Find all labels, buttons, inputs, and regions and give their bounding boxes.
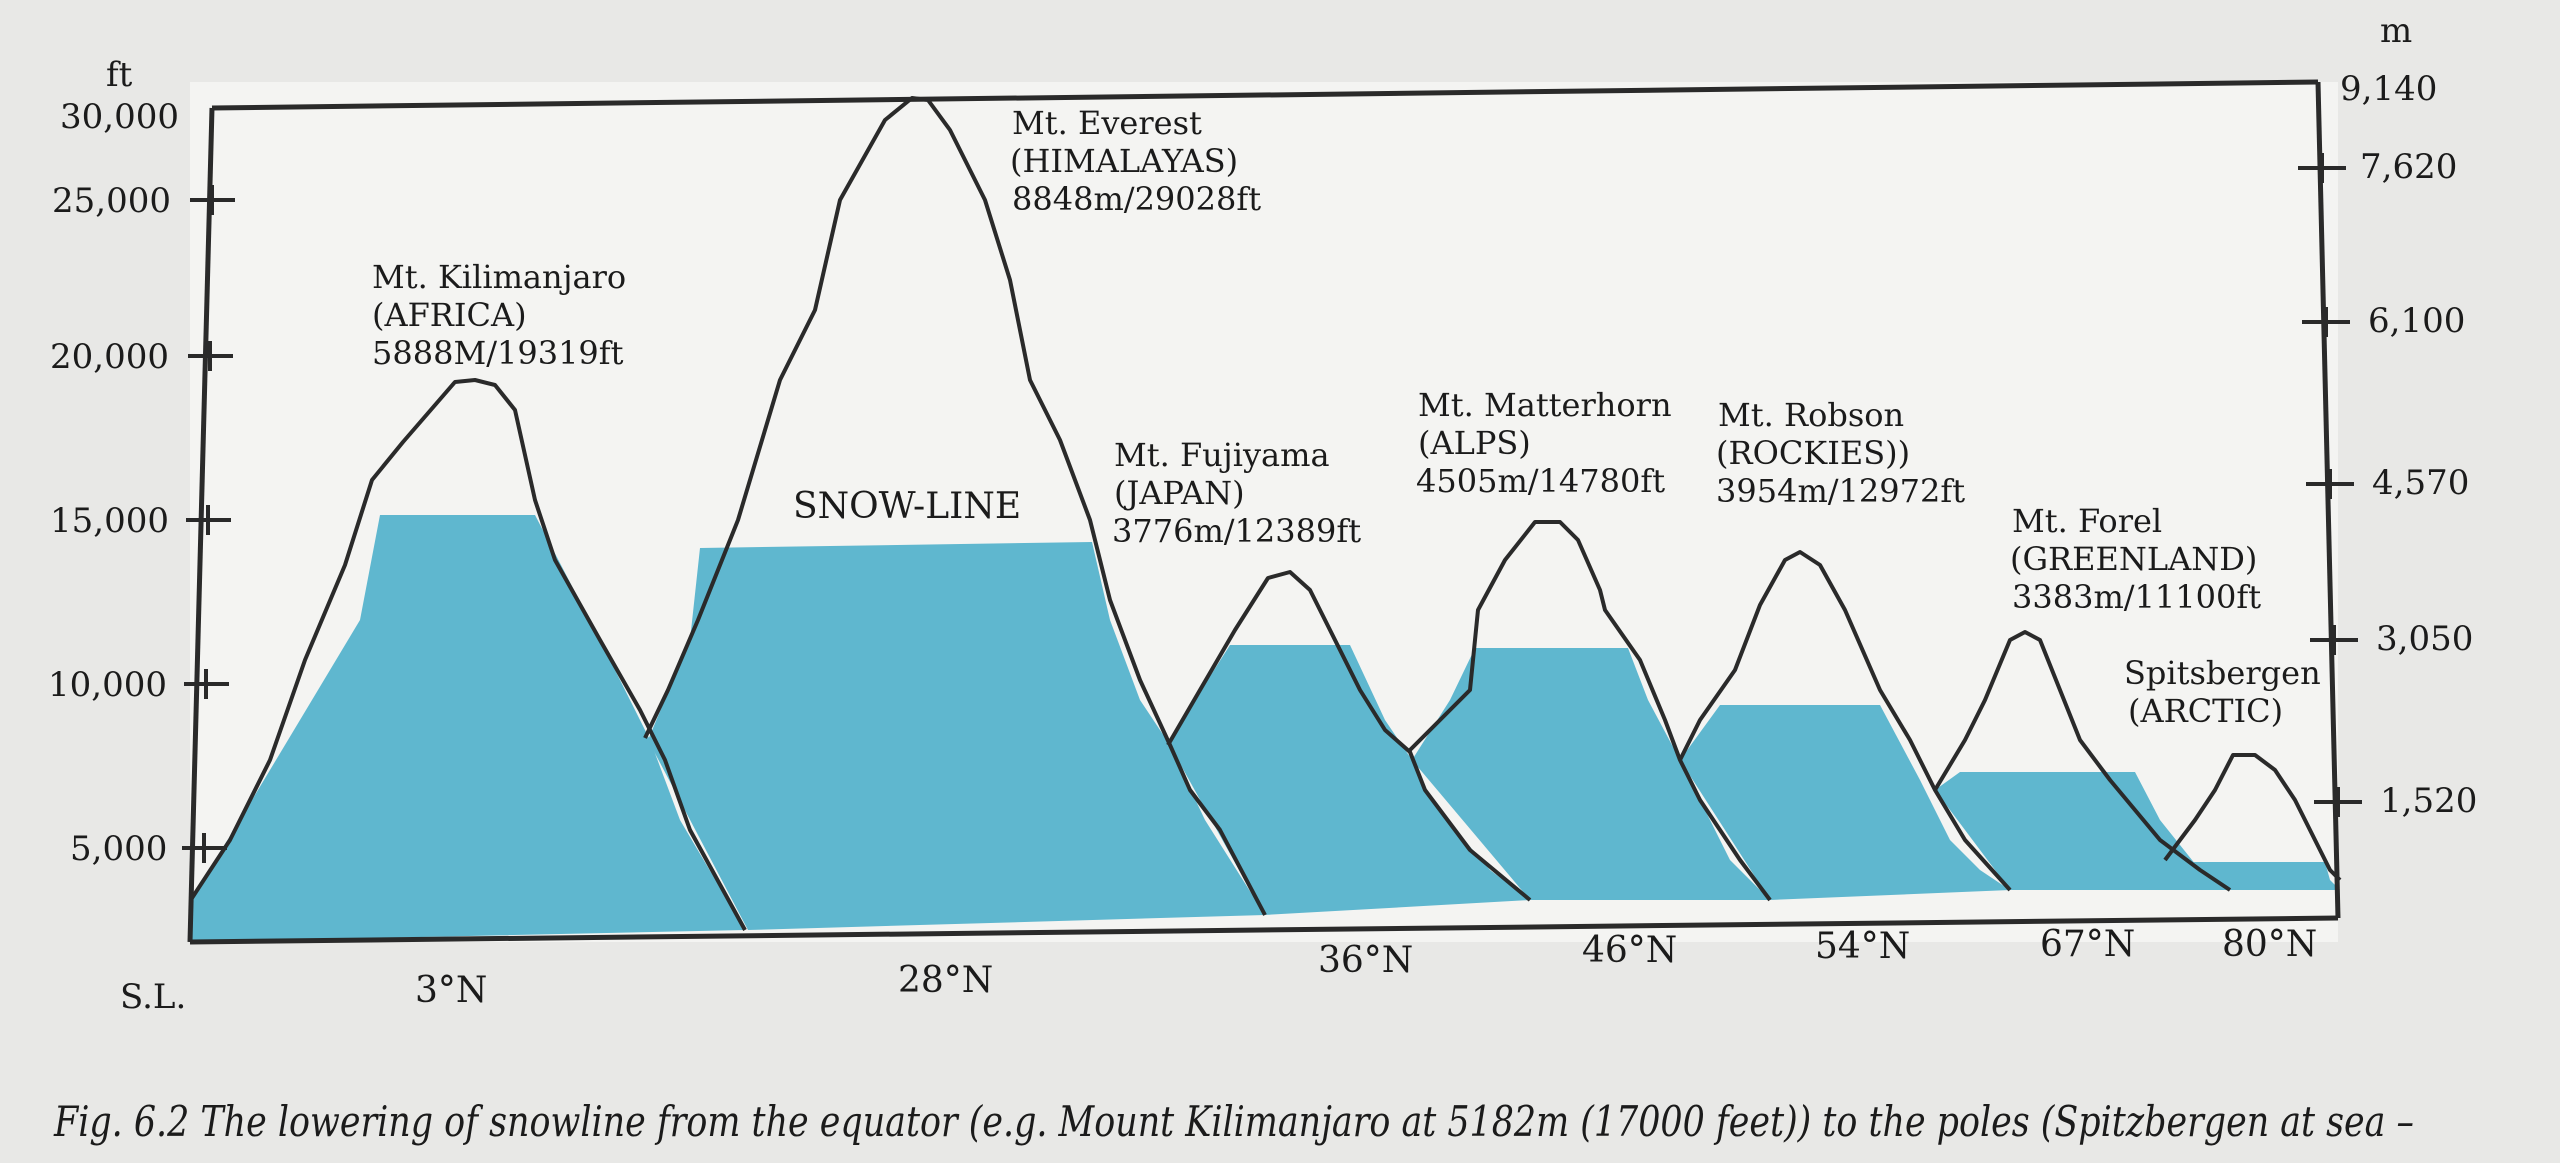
mountain-name: Mt. Forel [2012,502,2162,540]
left-tick-10000: 10,000 [48,665,167,705]
snow-matterhorn [1412,648,1770,900]
latitude-label: 3°N [415,970,487,1011]
outline-matterhorn [1406,520,1772,902]
mountain-name: Mt. Everest [1012,104,1202,142]
mountain-height: 3954m/12972ft [1716,472,1965,510]
mountain-label-robson: Mt. Robson (ROCKIES)) 3954m/12972ft [1716,396,1965,510]
right-tick-7620: 7,620 [2360,147,2457,187]
latitude-label: 28°N [898,960,993,1001]
mountain-height: 4505m/14780ft [1416,462,1665,500]
mountain-region: (ROCKIES)) [1716,434,1910,472]
outline-spitsbergen [2163,753,2342,882]
left-tick-20000: 20,000 [50,337,169,377]
mountain-label-fujiyama: Mt. Fujiyama (JAPAN) 3776m/12389ft [1112,436,1361,550]
latitude-label: 46°N [1582,930,1677,971]
outline-fujiyama [1166,570,1532,902]
latitude-label: 67°N [2040,924,2135,965]
right-tick-9140: 9,140 [2340,69,2437,109]
snow-everest [648,542,1265,930]
mountain-name: Mt. Kilimanjaro [372,258,626,296]
left-axis-unit: ft [106,55,133,95]
mountain-region: (ALPS) [1418,424,1531,462]
snow-regions [190,515,2340,942]
snow-robson [1680,705,2010,900]
snow-fujiyama [1168,645,1530,915]
mountain-height: 3383m/11100ft [2012,578,2261,616]
mountain-region: (AFRICA) [372,296,527,334]
latitude-label: 36°N [1318,940,1413,981]
mountain-label-everest: Mt. Everest (HIMALAYAS) 8848m/29028ft [1010,104,1261,218]
mountain-name: Mt. Matterhorn [1418,386,1672,424]
outline-forel [1933,630,2232,892]
mountain-name: Spitsbergen [2124,654,2321,692]
snow-line-label: SNOW-LINE [793,486,1021,527]
mountain-region: (GREENLAND) [2010,540,2257,578]
mountain-label-spitsbergen: Spitsbergen (ARCTIC) [2124,654,2321,730]
latitude-label: 54°N [1815,926,1910,967]
mountain-region: (ARCTIC) [2128,692,2283,730]
mountain-region: (HIMALAYAS) [1010,142,1238,180]
right-tick-6100: 6,100 [2368,301,2465,341]
mountain-name: Mt. Fujiyama [1114,436,1330,474]
left-tick-30000: 30,000 [60,97,179,137]
right-axis-unit: m [2380,11,2412,51]
mountain-label-matterhorn: Mt. Matterhorn (ALPS) 4505m/14780ft [1416,386,1672,500]
right-tick-4570: 4,570 [2372,463,2469,503]
left-axis-ticks [182,185,235,863]
snow-forel [1935,772,2230,890]
left-tick-5000: 5,000 [70,829,167,869]
outline-kilimanjaro [190,378,747,931]
mountain-height: 5888M/19319ft [372,334,624,372]
latitude-label: 80°N [2222,924,2317,965]
mountain-height: 8848m/29028ft [1012,180,1261,218]
figure-caption: Fig. 6.2 The lowering of snowline from t… [53,1097,2414,1146]
right-tick-1520: 1,520 [2380,781,2477,821]
outline-everest [643,96,1267,916]
sea-level-label: S.L. [120,977,186,1017]
mountain-region: (JAPAN) [1114,474,1245,512]
left-tick-15000: 15,000 [50,501,169,541]
mountain-label-kilimanjaro: Mt. Kilimanjaro (AFRICA) 5888M/19319ft [372,258,626,372]
mountain-name: Mt. Robson [1718,396,1904,434]
right-axis-ticks [2298,153,2362,817]
mountain-height: 3776m/12389ft [1112,512,1361,550]
mountain-outlines [190,96,2342,931]
snow-kilimanjaro [190,515,745,942]
mountain-label-forel: Mt. Forel (GREENLAND) 3383m/11100ft [2010,502,2261,616]
right-tick-3050: 3,050 [2376,619,2473,659]
left-tick-25000: 25,000 [52,181,171,221]
snow-spitsbergen [2170,862,2340,890]
chart-frame [187,79,2341,945]
